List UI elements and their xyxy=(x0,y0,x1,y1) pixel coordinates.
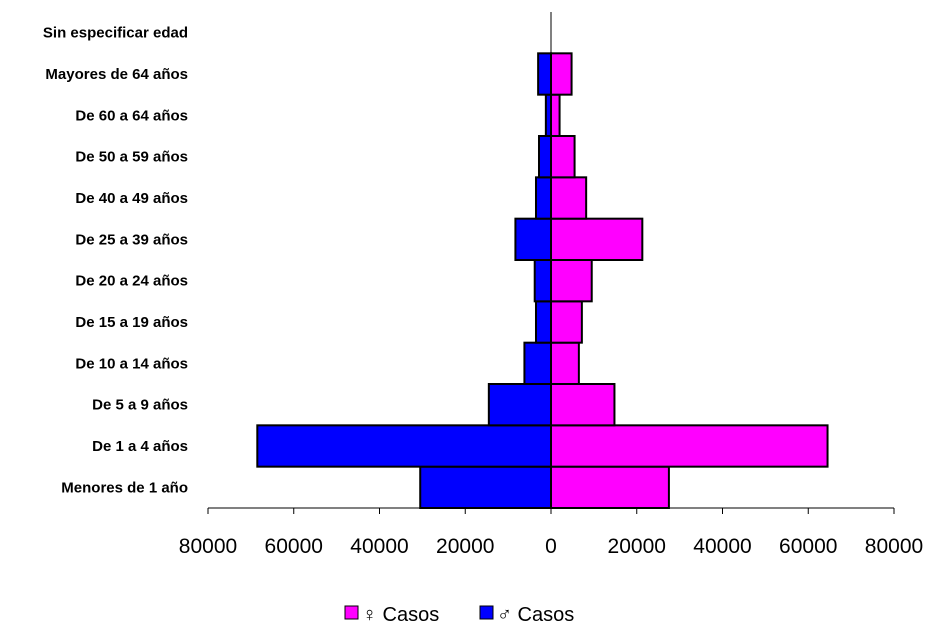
bar-female xyxy=(550,465,670,509)
x-tick-label: 40000 xyxy=(693,535,751,558)
legend-label: ♀ Casos xyxy=(362,604,439,626)
category-label: De 60 a 64 años xyxy=(75,107,188,124)
category-label: De 5 a 9 años xyxy=(92,397,188,414)
category-label: De 10 a 14 años xyxy=(75,355,188,372)
category-label: De 20 a 24 años xyxy=(75,273,188,290)
x-tick-label: 20000 xyxy=(436,535,494,558)
category-label: De 40 a 49 años xyxy=(75,190,188,207)
x-tick-label: 60000 xyxy=(779,535,837,558)
bar-female xyxy=(550,93,561,137)
bar-female xyxy=(550,300,583,344)
bar-male xyxy=(533,259,553,303)
bar-male xyxy=(544,93,552,137)
bar-male xyxy=(419,465,553,509)
category-label: Menores de 1 año xyxy=(61,479,188,496)
bar-female xyxy=(550,52,573,96)
x-tick-label: 0 xyxy=(545,535,557,558)
bar-female xyxy=(550,424,829,468)
bar-female xyxy=(550,135,576,179)
bar-female xyxy=(550,217,644,262)
legend-label: ♂ Casos xyxy=(497,604,574,626)
category-label: De 15 a 19 años xyxy=(75,314,188,331)
bar-female xyxy=(550,259,593,303)
x-tick-label: 40000 xyxy=(350,535,408,558)
category-label: Mayores de 64 años xyxy=(45,66,188,83)
category-label: Sin especificar edad xyxy=(43,25,188,42)
category-label: De 25 a 39 años xyxy=(75,231,188,248)
category-label: De 50 a 59 años xyxy=(75,149,188,166)
bar-male xyxy=(537,135,552,179)
bar-male xyxy=(487,383,552,427)
bar-male xyxy=(523,341,552,385)
bar-male xyxy=(256,424,552,468)
x-tick-label: 20000 xyxy=(608,535,666,558)
x-tick-label: 60000 xyxy=(265,535,323,558)
bar-male xyxy=(534,300,553,344)
x-tick-label: 80000 xyxy=(179,535,237,558)
legend-swatch xyxy=(344,605,359,620)
bar-female xyxy=(550,383,616,427)
bar-male xyxy=(514,217,553,262)
bar-male xyxy=(537,52,553,96)
legend-swatch xyxy=(479,605,494,620)
x-tick-label: 80000 xyxy=(865,535,923,558)
bar-male xyxy=(534,176,553,220)
category-label: De 1 a 4 años xyxy=(92,438,188,455)
bar-female xyxy=(550,176,588,220)
bar-female xyxy=(550,341,580,385)
